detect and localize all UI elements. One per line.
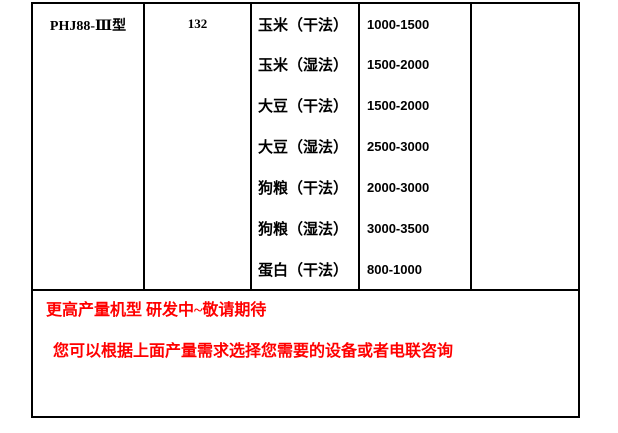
table-row: 大豆（干法） 1500-2000 (32, 85, 579, 126)
capacity-cell: 1500-2000 (358, 44, 472, 85)
table-row: PHJ88-Ⅲ型 132 玉米（干法） 1000-1500 (31, 3, 580, 290)
product-spec-table: PHJ88-Ⅲ型 132 玉米（干法） 1000-1500 玉米（湿法） 150… (31, 2, 580, 418)
product-cell: 玉米（湿法） (250, 44, 360, 85)
capacity-cell: 1500-2000 (358, 85, 472, 126)
capacity-cell: 2500-3000 (358, 126, 472, 167)
table-row: 狗粮（干法） 2000-3000 (32, 167, 579, 208)
notes-row: 更高产量机型 研发中~敬请期待 您可以根据上面产量需求选择您需要的设备或者电联咨… (31, 289, 580, 417)
product-cell: 大豆（湿法） (250, 126, 360, 167)
notes-cell: 更高产量机型 研发中~敬请期待 您可以根据上面产量需求选择您需要的设备或者电联咨… (31, 289, 580, 417)
product-cell: 狗粮（干法） (250, 167, 360, 208)
model-cell: PHJ88-Ⅲ型 (31, 3, 145, 290)
note-line-1: 更高产量机型 研发中~敬请期待 (46, 302, 267, 319)
product-cell: 大豆（干法） (250, 85, 360, 126)
capacity-cell: 800-1000 (358, 249, 472, 290)
empty-cell (470, 3, 580, 290)
table-row: 大豆（湿法） 2500-3000 (32, 126, 579, 167)
product-cell: 狗粮（湿法） (250, 208, 360, 249)
power-cell: 132 (143, 3, 252, 290)
product-cell: 蛋白（干法） (250, 249, 360, 290)
note-line-2: 您可以根据上面产量需求选择您需要的设备或者电联咨询 (53, 343, 454, 360)
capacity-cell: 3000-3500 (358, 208, 472, 249)
table-row: 狗粮（湿法） 3000-3500 (32, 208, 579, 249)
table-row: 玉米（湿法） 1500-2000 (32, 44, 579, 85)
table-row: 蛋白（干法） 800-1000 (32, 249, 579, 290)
capacity-cell: 2000-3000 (358, 167, 472, 208)
capacity-cell: 1000-1500 (358, 3, 472, 44)
product-cell: 玉米（干法） (250, 3, 360, 44)
